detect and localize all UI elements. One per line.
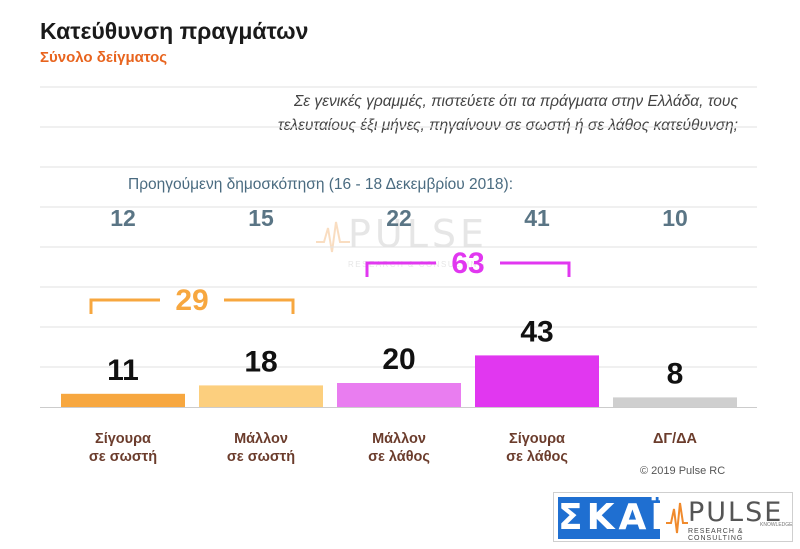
- bar-5: [613, 397, 737, 407]
- bar-value-label: 8: [667, 357, 684, 390]
- logo-bar: ΣΚΑΪ PULSE KNOWLEDGE RESEARCH & CONSULTI…: [553, 492, 793, 542]
- bar-3: [337, 383, 461, 407]
- pulse-logo-subtext: RESEARCH & CONSULTING: [688, 528, 744, 542]
- pulse-logo-text: PULSE: [688, 497, 784, 528]
- pulse-logo-wave-icon: [666, 502, 688, 534]
- category-label: σε σωστή: [227, 449, 295, 465]
- survey-question: Σε γενικές γραμμές, πιστεύετε ότι τα πρά…: [178, 90, 738, 138]
- previous-value-label: 10: [662, 205, 688, 231]
- previous-poll-label: Προηγούμενη δημοσκόπηση (16 - 18 Δεκεμβρ…: [128, 176, 514, 193]
- category-label: σε σωστή: [89, 449, 157, 465]
- bar-1: [61, 393, 185, 407]
- bar-value-label: 18: [244, 345, 277, 378]
- group-total-label: 29: [175, 284, 208, 317]
- category-label: ΔΓ/ΔΑ: [653, 431, 698, 447]
- pulse-wave-icon: [316, 221, 350, 253]
- bar-2: [199, 385, 323, 407]
- category-label: σε λάθος: [506, 449, 568, 465]
- category-label: Σίγουρα: [95, 431, 151, 447]
- bar-value-label: 20: [382, 343, 415, 376]
- survey-question-line-2: τελευταίους έξι μήνες, πηγαίνουν σε σωστ…: [277, 117, 738, 134]
- group-total-label: 63: [451, 247, 484, 280]
- page-title: Κατεύθυνση πραγμάτων: [40, 18, 309, 44]
- category-label: Σίγουρα: [509, 431, 565, 447]
- copyright: © 2019 Pulse RC: [640, 465, 726, 477]
- survey-question-line-1: Σε γενικές γραμμές, πιστεύετε ότι τα πρά…: [294, 93, 738, 110]
- category-label: Μάλλον: [372, 431, 426, 447]
- previous-value-label: 22: [386, 205, 412, 231]
- category-label: Μάλλον: [234, 431, 288, 447]
- category-label: σε λάθος: [368, 449, 430, 465]
- skai-logo: ΣΚΑΪ: [558, 497, 668, 539]
- group-bracket: [89, 298, 295, 314]
- pulse-logo: PULSE KNOWLEDGE RESEARCH & CONSULTING: [666, 497, 793, 542]
- watermark-text: PULSE: [348, 212, 489, 256]
- bar-value-label: 43: [520, 315, 553, 348]
- bar-value-label: 11: [107, 354, 139, 387]
- pulse-logo-small-text: KNOWLEDGE: [760, 522, 793, 528]
- bar-4: [475, 355, 599, 407]
- previous-value-label: 41: [524, 205, 550, 231]
- group-bracket: [365, 261, 571, 277]
- page-subtitle: Σύνολο δείγματος: [40, 49, 168, 66]
- previous-value-label: 12: [110, 205, 136, 231]
- previous-value-label: 15: [248, 205, 274, 231]
